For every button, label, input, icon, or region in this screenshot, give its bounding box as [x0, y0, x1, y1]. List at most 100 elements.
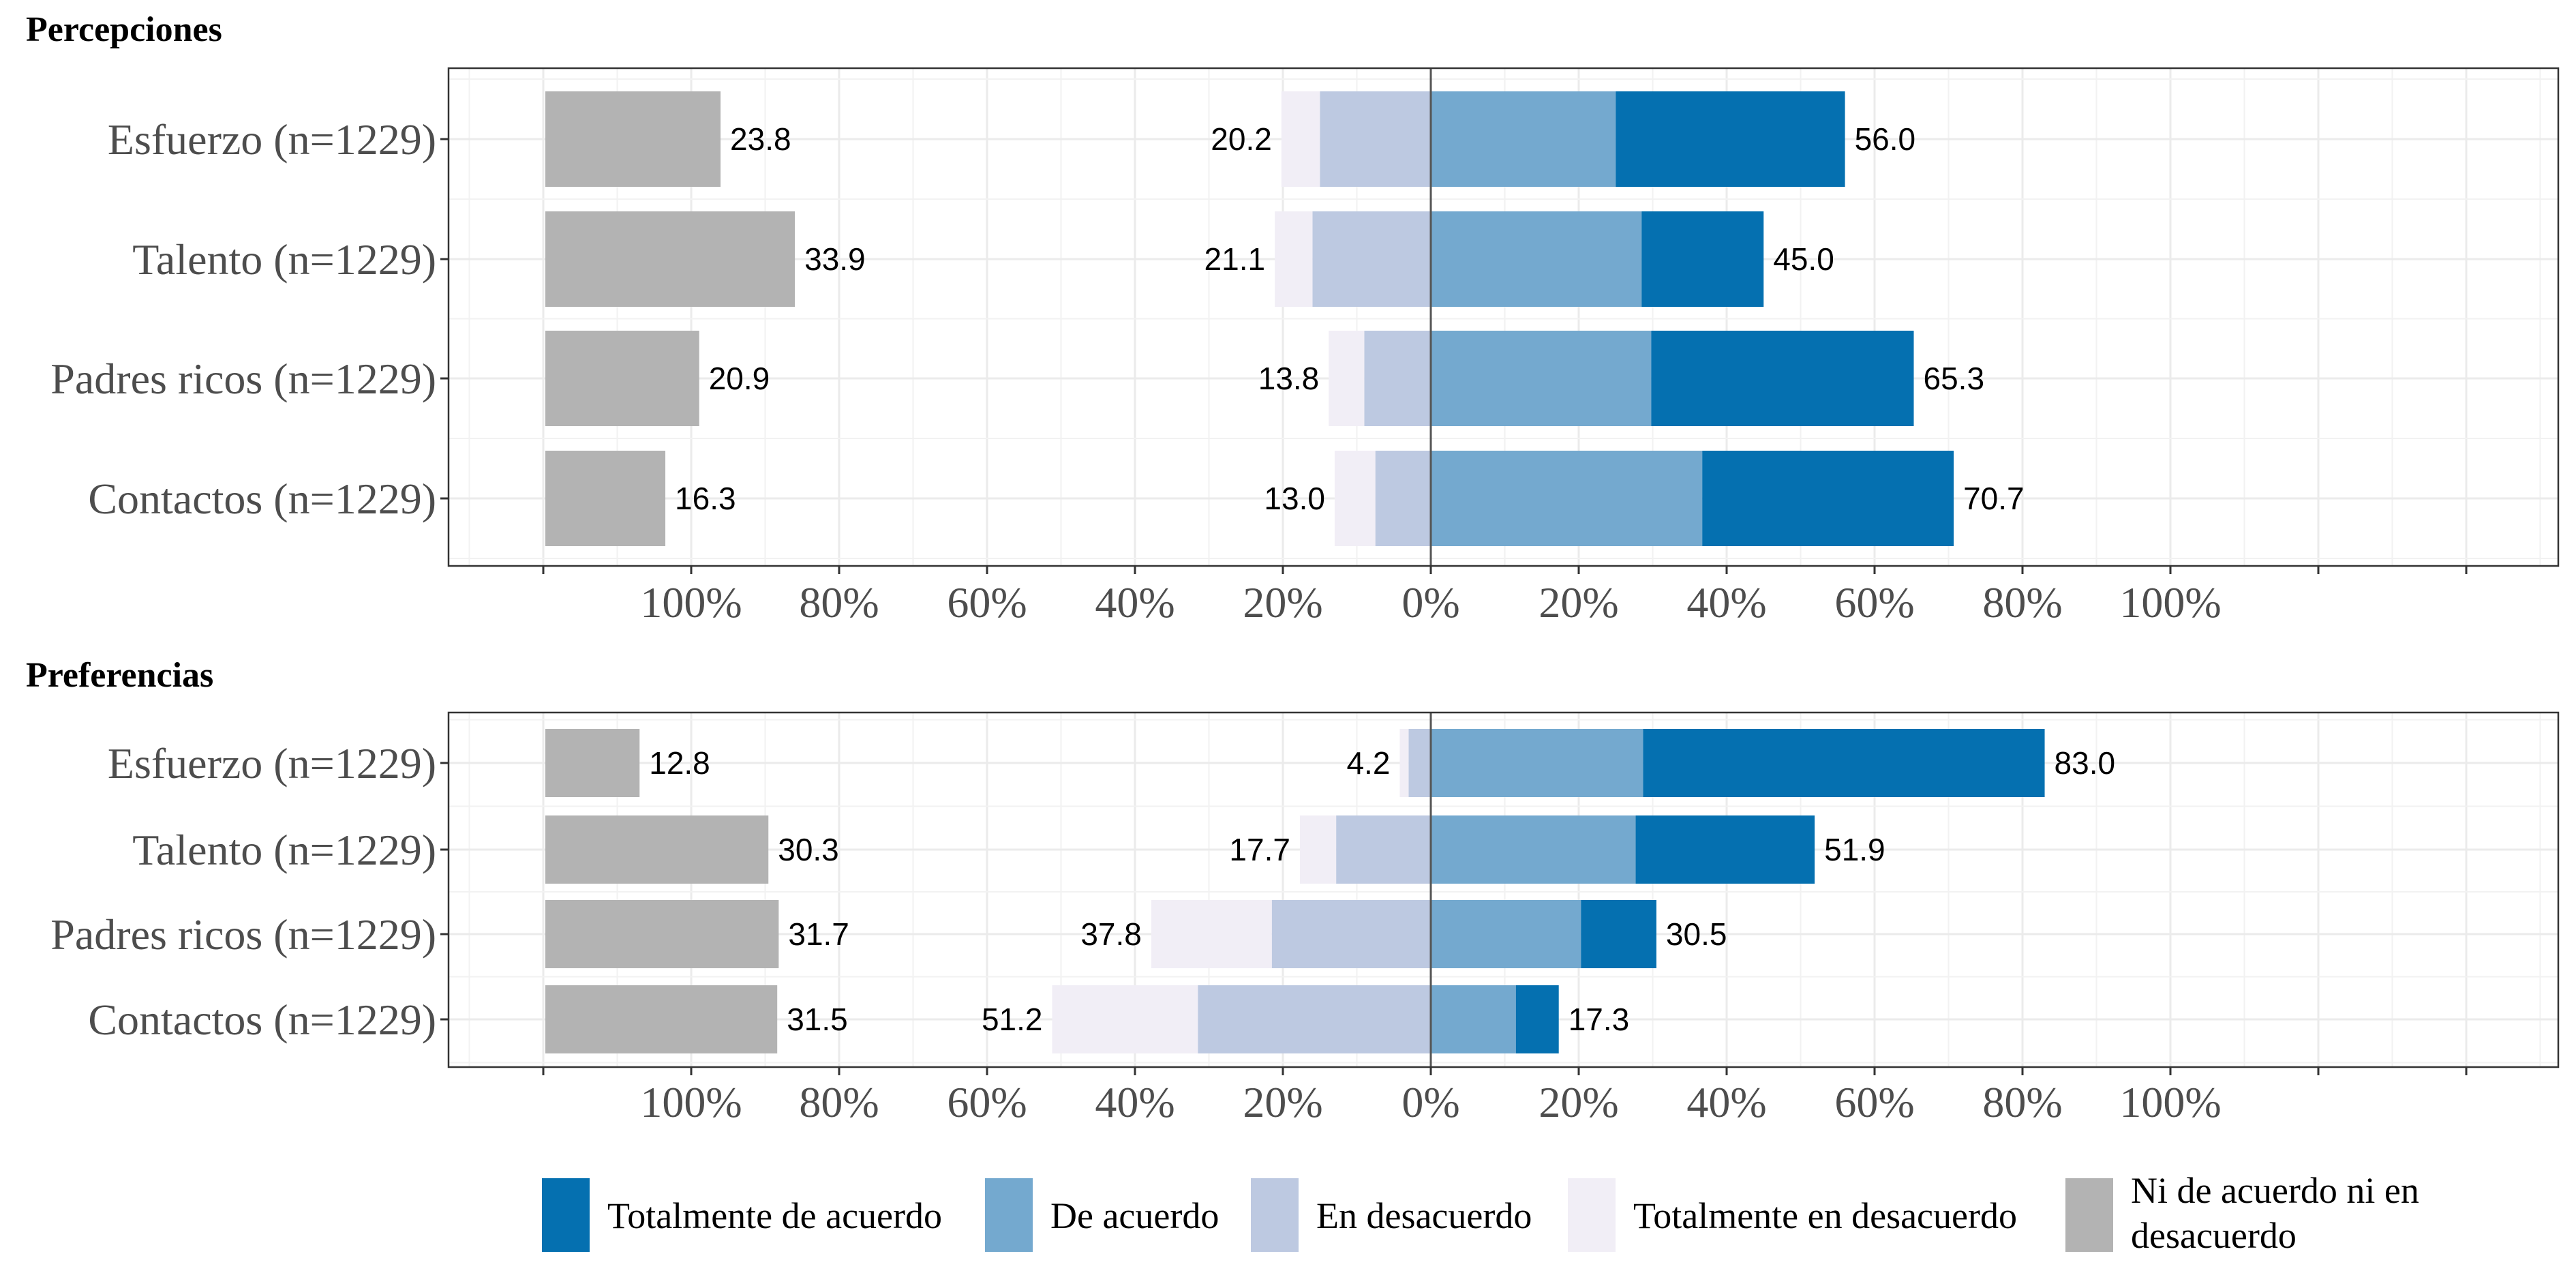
legend-item-en-desacuerdo: En desacuerdo [1251, 1178, 1532, 1252]
panel-border [447, 711, 2560, 1068]
legend-key [985, 1178, 1033, 1252]
bar-totalmente-en-desacuerdo-contactos [1052, 985, 1198, 1053]
legend: Totalmente de acuerdo De acuerdo En desacu… [542, 1170, 2419, 1256]
x-tick-label: 20% [1539, 1078, 1618, 1126]
value-label-disagree: 17.7 [1229, 832, 1290, 867]
bar-totalmente-de-acuerdo-esfuerzo [1643, 729, 2045, 797]
bar-neutral-talento [545, 211, 795, 307]
x-tick-label: 80% [799, 1078, 879, 1126]
bar-en-desacuerdo-padres-ricos [1271, 900, 1431, 968]
bar-totalmente-en-desacuerdo-padres-ricos [1329, 331, 1365, 426]
category-label: Padres ricos (n=1229) [50, 910, 436, 959]
legend-label: De acuerdo [1050, 1195, 1219, 1236]
legend-item-neutral: Ni de acuerdo ni en desacuerdo [2065, 1170, 2419, 1256]
category-label: Esfuerzo (n=1229) [108, 739, 436, 788]
legend-item-totalmente-en-desacuerdo: Totalmente en desacuerdo [1568, 1178, 2017, 1252]
x-tick-label: 80% [1982, 578, 2062, 627]
bar-en-desacuerdo-contactos [1375, 451, 1431, 546]
bar-neutral-esfuerzo [545, 729, 640, 797]
category-label: Contactos (n=1229) [88, 475, 436, 523]
x-tick-label: 0% [1401, 1078, 1459, 1126]
legend-key [2065, 1178, 2113, 1252]
legend-label: Totalmente de acuerdo [607, 1195, 942, 1236]
bar-totalmente-en-desacuerdo-esfuerzo [1281, 91, 1320, 187]
bar-de-acuerdo-esfuerzo [1431, 91, 1616, 187]
value-label-neutral: 31.5 [787, 1002, 848, 1037]
legend-key [542, 1178, 590, 1252]
category-label: Talento (n=1229) [132, 235, 436, 284]
bar-totalmente-de-acuerdo-talento [1641, 211, 1764, 307]
bar-en-desacuerdo-talento [1312, 211, 1431, 307]
bar-neutral-padres-ricos [545, 331, 699, 426]
value-label-agree: 65.3 [1924, 361, 1985, 396]
x-tick-label: 60% [1834, 578, 1914, 627]
legend-key [1251, 1178, 1299, 1252]
value-label-agree: 45.0 [1773, 241, 1834, 277]
panel-preferencias: Preferencias 12.8 83.0 4.2 Esfuerzo (n=1229)… [26, 656, 2560, 1126]
legend-label: Totalmente en desacuerdo [1633, 1195, 2017, 1236]
bar-neutral-padres-ricos [545, 900, 779, 968]
value-label-neutral: 23.8 [730, 121, 791, 157]
value-label-neutral: 31.7 [788, 916, 849, 952]
x-tick-label: 100% [640, 578, 742, 627]
bar-totalmente-de-acuerdo-contactos [1515, 985, 1559, 1053]
value-label-neutral: 12.8 [649, 745, 710, 781]
bar-en-desacuerdo-padres-ricos [1364, 331, 1431, 426]
bar-totalmente-de-acuerdo-talento [1635, 815, 1815, 884]
x-tick-label: 100% [640, 1078, 742, 1126]
category-label: Talento (n=1229) [132, 826, 436, 874]
legend-label: En desacuerdo [1316, 1195, 1532, 1236]
value-label-disagree: 20.2 [1211, 121, 1272, 157]
value-label-agree: 17.3 [1569, 1002, 1630, 1037]
x-tick-label: 60% [947, 1078, 1027, 1126]
x-tick-label: 80% [1982, 1078, 2062, 1126]
bars [545, 91, 1954, 546]
value-label-neutral: 30.3 [778, 832, 839, 867]
bar-neutral-contactos [545, 985, 778, 1053]
bar-en-desacuerdo-esfuerzo [1320, 91, 1431, 187]
x-tick-label: 100% [2119, 1078, 2221, 1126]
bar-de-acuerdo-esfuerzo [1431, 729, 1643, 797]
bar-de-acuerdo-contactos [1431, 451, 1703, 546]
x-tick-label: 20% [1243, 1078, 1322, 1126]
category-label: Esfuerzo (n=1229) [108, 115, 436, 164]
bar-totalmente-de-acuerdo-esfuerzo [1616, 91, 1845, 187]
bar-totalmente-de-acuerdo-padres-ricos [1651, 331, 1914, 426]
bar-totalmente-en-desacuerdo-esfuerzo [1399, 729, 1409, 797]
panel-border [447, 67, 2560, 567]
value-label-disagree: 21.1 [1204, 241, 1266, 277]
value-label-disagree: 37.8 [1080, 916, 1142, 952]
bar-totalmente-en-desacuerdo-contactos [1334, 451, 1376, 546]
legend-item-totalmente-de-acuerdo: Totalmente de acuerdo [542, 1178, 942, 1252]
x-tick-label: 40% [1095, 578, 1175, 627]
bar-totalmente-de-acuerdo-contactos [1702, 451, 1954, 546]
x-tick-label: 40% [1095, 1078, 1175, 1126]
x-tick-label: 40% [1686, 578, 1766, 627]
panel-title: Preferencias [26, 656, 213, 695]
bar-neutral-contactos [545, 451, 666, 546]
panel-percepciones: Percepciones 23.8 56.0 20.2 Esfuerzo (n=1229… [26, 10, 2560, 627]
legend-label: Ni de acuerdo ni en desacuerdo [2131, 1170, 2419, 1256]
x-tick-label: 20% [1243, 578, 1322, 627]
x-tick-label: 80% [799, 578, 879, 627]
bar-de-acuerdo-talento [1431, 211, 1642, 307]
bar-de-acuerdo-padres-ricos [1431, 331, 1652, 426]
x-tick-label: 0% [1401, 578, 1459, 627]
value-label-disagree: 4.2 [1346, 745, 1390, 781]
bar-en-desacuerdo-esfuerzo [1408, 729, 1431, 797]
bar-neutral-talento [545, 815, 769, 884]
value-label-disagree: 13.0 [1264, 481, 1325, 516]
value-label-neutral: 16.3 [675, 481, 736, 516]
panel-title: Percepciones [26, 10, 222, 49]
value-label-agree: 56.0 [1855, 121, 1916, 157]
value-label-disagree: 13.8 [1258, 361, 1320, 396]
bar-totalmente-en-desacuerdo-padres-ricos [1151, 900, 1272, 968]
value-label-neutral: 20.9 [709, 361, 770, 396]
bars [545, 729, 2045, 1053]
value-label-agree: 83.0 [2055, 745, 2116, 781]
category-label: Padres ricos (n=1229) [50, 355, 436, 403]
value-label-agree: 30.5 [1666, 916, 1727, 952]
value-label-disagree: 51.2 [982, 1002, 1043, 1037]
legend-item-de-acuerdo: De acuerdo [985, 1178, 1219, 1252]
